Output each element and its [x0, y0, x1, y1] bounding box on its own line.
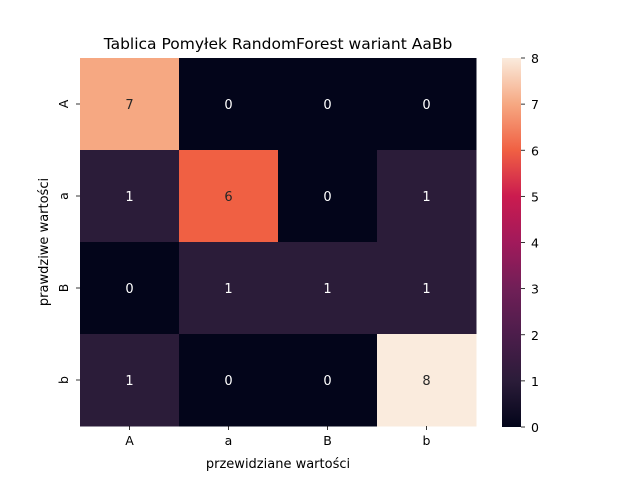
y-tick-label: a — [56, 192, 71, 200]
cell-value-label: 1 — [125, 374, 133, 389]
cell-value-label: 0 — [224, 98, 232, 113]
x-tick-label: b — [423, 433, 431, 448]
cell-value-label: 7 — [125, 98, 133, 113]
heatmap-cell — [179, 334, 279, 427]
cell-value-label: 0 — [125, 282, 133, 297]
heatmap-cell — [80, 58, 180, 151]
colorbar-tick-label: 0 — [531, 420, 539, 435]
cell-value-label: 1 — [125, 190, 133, 205]
cell-value-label: 1 — [422, 190, 430, 205]
heatmap-cell — [377, 334, 477, 427]
y-axis-ticks: Aa Bb — [56, 99, 80, 384]
colorbar-tick-label: 5 — [531, 189, 539, 204]
colorbar-ticks: 0 1 2 3 4 5 6 7 8 — [521, 51, 539, 435]
colorbar-tick-label: 3 — [531, 282, 539, 297]
heatmap-cells — [80, 58, 477, 427]
cell-value-label: 0 — [323, 190, 331, 205]
x-tick-label: a — [225, 433, 233, 448]
x-axis-label: przewidziane wartości — [206, 457, 350, 472]
heatmap-cell — [377, 150, 477, 243]
y-tick-label: B — [56, 284, 71, 293]
colorbar-tick-label: 7 — [531, 97, 539, 112]
colorbar-tick-label: 1 — [531, 374, 539, 389]
heatmap-cell — [377, 242, 477, 335]
x-tick-label: B — [323, 433, 332, 448]
cell-value-label: 6 — [224, 190, 232, 205]
cell-value-label: 0 — [422, 98, 430, 113]
cell-value-label: 8 — [422, 374, 430, 389]
heatmap-cell — [377, 58, 477, 151]
cell-value-label: 0 — [323, 98, 331, 113]
heatmap-cell — [278, 58, 378, 151]
chart-title: Tablica Pomyłek RandomForest wariant AaB… — [103, 35, 453, 53]
heatmap-cell-labels: 7 0 0 0 1 6 0 1 0 1 1 1 1 0 0 8 — [125, 98, 430, 389]
heatmap-cell — [80, 334, 180, 427]
cell-value-label: 1 — [323, 282, 331, 297]
heatmap-cell — [278, 242, 378, 335]
colorbar-tick-label: 6 — [531, 143, 539, 158]
heatmap-cell — [179, 242, 279, 335]
x-tick-label: A — [125, 433, 134, 448]
cell-value-label: 0 — [224, 374, 232, 389]
cell-value-label: 0 — [323, 374, 331, 389]
heatmap-cell — [278, 334, 378, 427]
y-axis-label: prawdziwe wartości — [37, 178, 52, 306]
colorbar — [502, 58, 521, 427]
colorbar-tick-label: 8 — [531, 51, 539, 66]
heatmap-cell — [80, 150, 180, 243]
y-tick-label: A — [56, 99, 71, 108]
cell-value-label: 1 — [422, 282, 430, 297]
heatmap-cell — [179, 58, 279, 151]
colorbar-tick-label: 4 — [531, 236, 539, 251]
heatmap-cell — [278, 150, 378, 243]
y-tick-label: b — [56, 376, 71, 384]
heatmap-cell — [179, 150, 279, 243]
colorbar-tick-label: 2 — [531, 328, 539, 343]
heatmap-cell — [80, 242, 180, 335]
cell-value-label: 1 — [224, 282, 232, 297]
